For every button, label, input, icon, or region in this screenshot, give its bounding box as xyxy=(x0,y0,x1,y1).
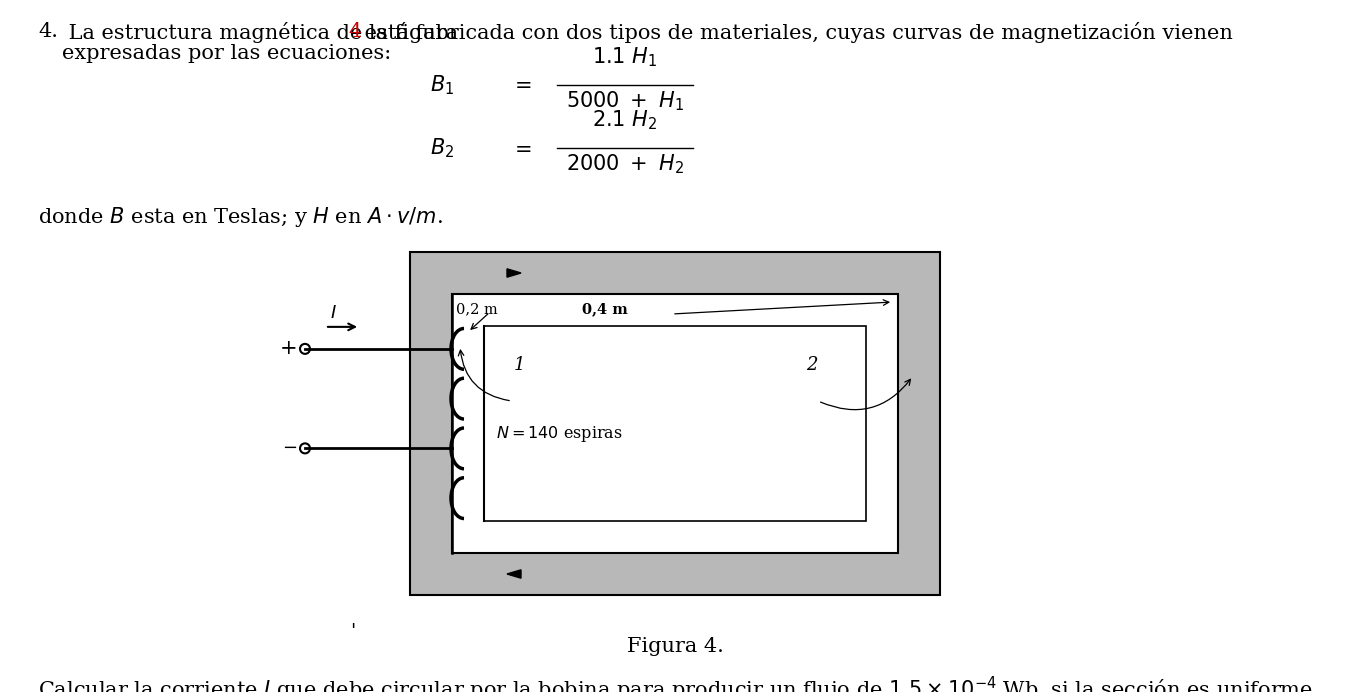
Text: $=$: $=$ xyxy=(510,138,532,158)
Text: $B_1$: $B_1$ xyxy=(430,73,454,97)
Text: La estructura magnética de la figura: La estructura magnética de la figura xyxy=(61,22,465,43)
Polygon shape xyxy=(507,570,521,579)
Text: 4.: 4. xyxy=(38,22,59,41)
FancyArrowPatch shape xyxy=(821,379,910,410)
Text: ': ' xyxy=(351,623,355,641)
Text: expresadas por las ecuaciones:: expresadas por las ecuaciones: xyxy=(61,44,391,63)
Bar xyxy=(411,252,940,595)
Text: $N = 140$ espiras: $N = 140$ espiras xyxy=(496,424,623,444)
Text: 0,2 m: 0,2 m xyxy=(456,302,498,316)
Text: 1: 1 xyxy=(514,356,525,374)
Text: $=$: $=$ xyxy=(510,75,532,95)
Text: +: + xyxy=(280,339,297,358)
Text: Calcular la corriente $I$ que debe circular por la bobina para producir un flujo: Calcular la corriente $I$ que debe circu… xyxy=(38,675,1314,692)
Text: $B_2$: $B_2$ xyxy=(430,136,454,160)
Bar xyxy=(451,294,898,553)
Text: 4: 4 xyxy=(348,22,361,41)
Bar xyxy=(484,326,866,521)
Text: donde $B$ esta en Teslas; y $H$ en $A \cdot v/m$.: donde $B$ esta en Teslas; y $H$ en $A \c… xyxy=(38,205,443,229)
Polygon shape xyxy=(507,268,521,277)
Text: $2.1\ H_2$: $2.1\ H_2$ xyxy=(592,109,657,132)
FancyArrowPatch shape xyxy=(458,350,509,401)
Text: $5000\ +\ H_1$: $5000\ +\ H_1$ xyxy=(566,89,683,113)
Text: $1.1\ H_1$: $1.1\ H_1$ xyxy=(592,46,657,69)
Text: Figura 4.: Figura 4. xyxy=(626,637,723,656)
Text: 0,4 m: 0,4 m xyxy=(582,302,627,316)
Text: $I$: $I$ xyxy=(330,304,337,322)
Text: 2: 2 xyxy=(806,356,817,374)
Text: −: − xyxy=(282,439,297,457)
Bar xyxy=(451,294,898,553)
Text: está fabricada con dos tipos de materiales, cuyas curvas de magnetización vienen: está fabricada con dos tipos de material… xyxy=(357,22,1233,43)
Text: $2000\ +\ H_2$: $2000\ +\ H_2$ xyxy=(566,152,683,176)
Bar xyxy=(411,252,940,595)
